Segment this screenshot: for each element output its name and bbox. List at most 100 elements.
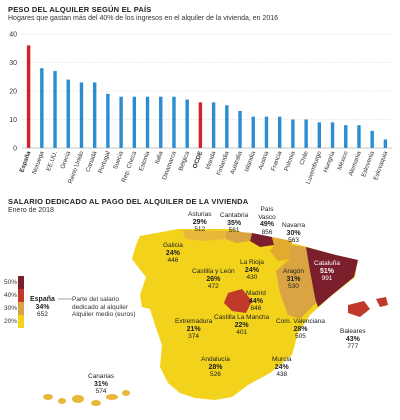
map-title: SALARIO DEDICADO AL PAGO DEL ALQUILER DE… [8, 197, 249, 206]
region-rent: 526 [210, 371, 221, 378]
bar [40, 68, 44, 148]
region-label-castilla-leon: Castilla y León 26% 472 [192, 268, 235, 291]
region-pct: 28% [208, 363, 223, 371]
region-rent: 563 [288, 237, 299, 244]
cantabria-shape [226, 231, 252, 243]
region-rent: 401 [236, 329, 248, 336]
region-pct: 44% [248, 297, 263, 305]
x-tick-label: Francia [270, 150, 284, 172]
region-label-aragon: Aragón 31% 530 [283, 268, 304, 291]
region-label-galicia: Galicia 24% 446 [163, 242, 183, 265]
x-tick-label: Italia [154, 150, 165, 165]
legend-example-pct: 34% [35, 303, 50, 311]
region-label-castilla-la-mancha: Castilla La Mancha 22% 401 [214, 314, 269, 337]
bar [291, 119, 295, 148]
region-name: Canarias [88, 373, 115, 380]
region-label-baleares: Baleares 43% 777 [340, 328, 366, 351]
madrid-shape [224, 289, 252, 313]
legend-label-20: 20% [4, 318, 18, 325]
region-pct: 35% [227, 219, 242, 227]
map-subtitle: Enero de 2018 [8, 207, 54, 214]
x-tick-label: México [336, 150, 349, 171]
bar [132, 96, 137, 148]
region-label-navarra: Navarra 30% 563 [282, 222, 305, 245]
region-label-murcia: Murcia 24% 438 [272, 356, 292, 379]
bar [317, 122, 322, 148]
region-name: Galicia [163, 242, 183, 249]
x-tick-label: España [18, 150, 32, 174]
region-pct: 22% [234, 321, 249, 329]
bar [172, 96, 176, 148]
region-name: Castilla La Mancha [214, 314, 270, 321]
bar [330, 122, 335, 148]
region-rent: 446 [167, 257, 179, 264]
bar [238, 110, 242, 148]
legend-example-name: España [30, 296, 55, 303]
asturias-shape [182, 230, 226, 241]
x-tick-label: Grecia [59, 150, 72, 170]
x-tick-label: EE.UU. [45, 150, 59, 172]
x-tick-label: Austria [257, 150, 270, 171]
bar [26, 45, 31, 148]
x-tick-label: Canadá [85, 150, 99, 173]
y-tick-label: 40 [9, 32, 17, 39]
bar [251, 116, 255, 148]
region-pct: 29% [192, 218, 207, 226]
bar [304, 119, 308, 148]
legend-color-40 [18, 289, 24, 302]
spain-map [18, 229, 388, 406]
legend-color-30 [18, 302, 24, 315]
region-rent: 374 [188, 333, 200, 340]
region-name: Cataluña [314, 260, 341, 267]
region-pct: 30% [286, 229, 301, 237]
region-rent: 512 [194, 226, 206, 233]
legend-example: España 34% 652 [30, 296, 55, 319]
region-name: La Rioja [240, 259, 264, 266]
bar [277, 116, 282, 148]
legend-label-30: 30% [4, 305, 18, 312]
region-label-cantabria: Cantabria 35% 561 [220, 212, 248, 235]
region-name: Aragón [283, 268, 304, 275]
bar [53, 71, 57, 148]
region-label-madrid: Madrid 44% 846 [246, 290, 266, 313]
region-label-asturias: Asturias 29% 512 [188, 211, 211, 234]
region-name: Madrid [246, 290, 266, 297]
pais-vasco-shape [250, 233, 274, 247]
region-name: Baleares [340, 328, 366, 335]
x-tick-label: Bélgica [178, 150, 192, 172]
x-tick-label: Estonia [138, 150, 152, 172]
region-rent: 856 [261, 228, 273, 236]
region-pct: 28% [293, 325, 308, 333]
bar [264, 116, 269, 148]
bar [344, 125, 348, 148]
region-pct: 31% [286, 275, 301, 283]
x-tick-label: Polonia [283, 150, 297, 172]
region-name: Asturias [188, 211, 212, 218]
region-pct: 21% [186, 325, 201, 333]
x-tick-label: Chile [299, 150, 311, 166]
region-rent: 846 [250, 305, 262, 312]
region-label-andalucia: Andalucía 28% 526 [201, 356, 230, 379]
x-tick-label: Islandia [243, 150, 257, 173]
region-rent: 777 [347, 343, 359, 350]
region-name: Com. Valenciana [276, 318, 326, 325]
legend-pct-text: Parte del salario dedicado al alquiler [72, 296, 129, 311]
region-rent: 991 [321, 275, 333, 282]
region-name: Cantabria [220, 212, 249, 219]
y-tick-label: 0 [13, 146, 17, 153]
region-label-com-valenciana: Com. Valenciana 28% 505 [276, 318, 325, 341]
region-pct: 24% [165, 249, 180, 257]
bar-chart-title: PESO DEL ALQUILER SEGÚN EL PAÍS [8, 5, 152, 14]
x-tick-label: Australia [229, 150, 244, 176]
bar [119, 96, 123, 148]
legend-color-50 [18, 276, 24, 289]
bar [145, 96, 150, 148]
legend-label-40: 40% [4, 292, 18, 299]
canarias-islands [43, 390, 130, 406]
bar [106, 93, 110, 148]
region-pct: 31% [94, 380, 109, 388]
region-rent: 430 [246, 274, 258, 281]
bar [79, 82, 84, 148]
bar [159, 96, 163, 148]
bar [92, 82, 97, 148]
